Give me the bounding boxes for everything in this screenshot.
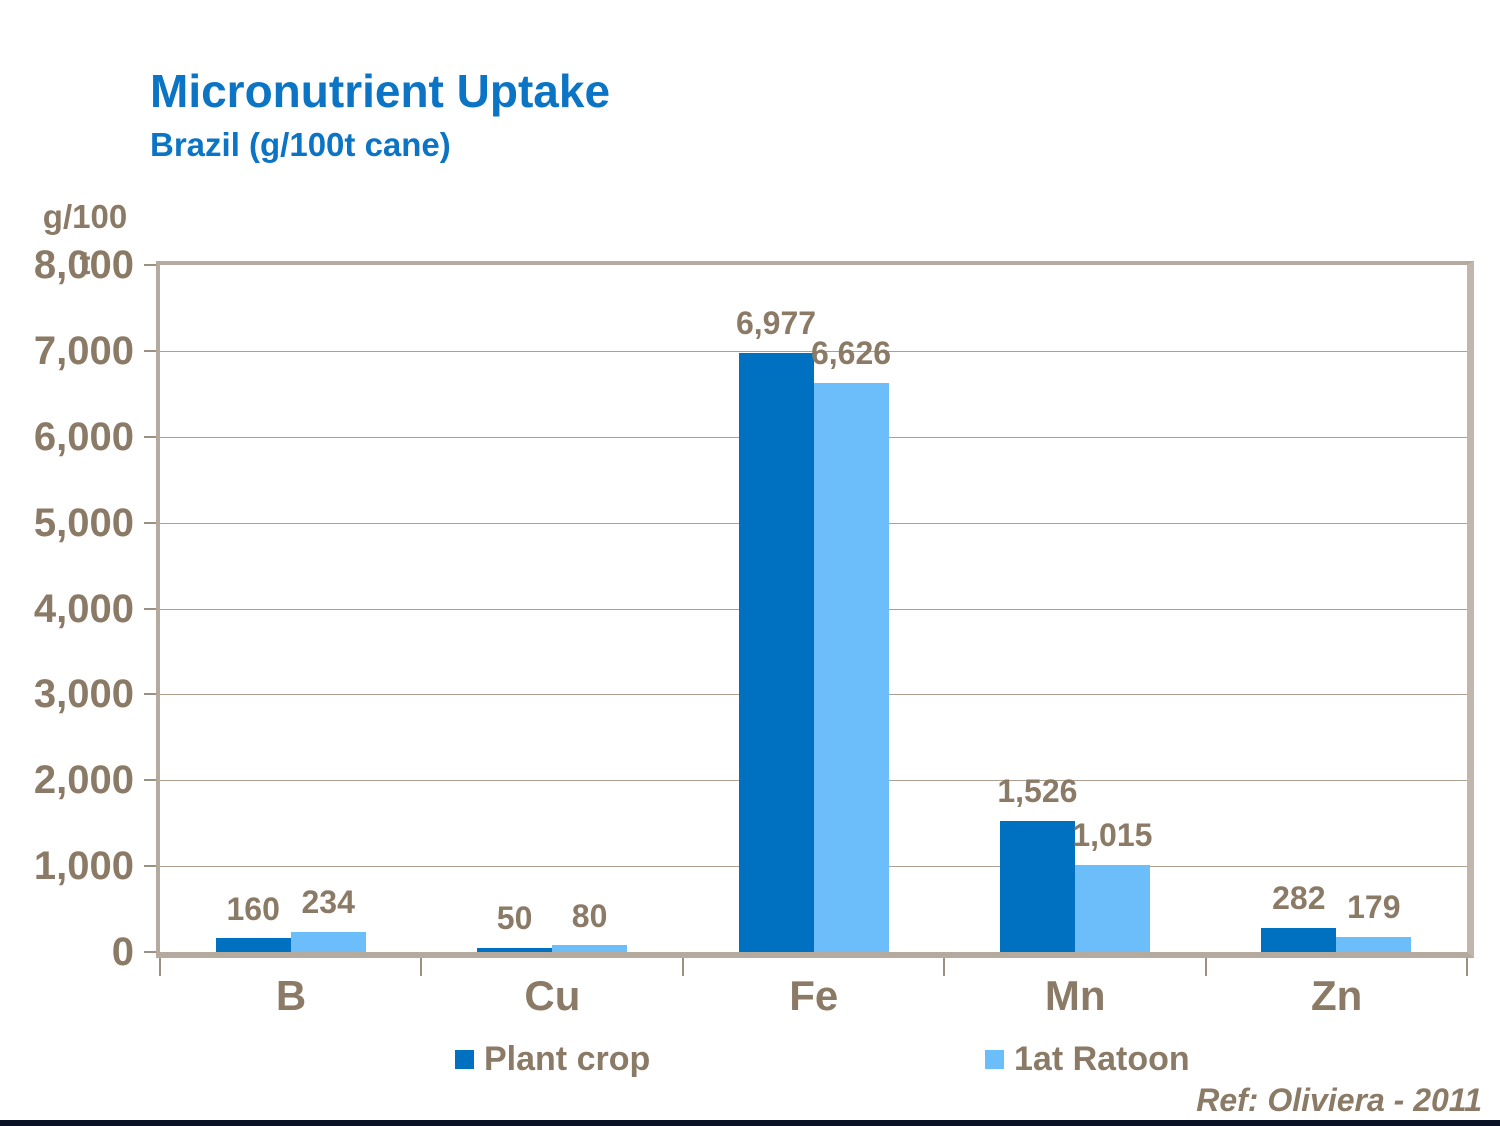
y-tick-label-2000: 2,000 — [33, 758, 134, 803]
x-axis-tick — [1204, 956, 1207, 976]
category-label-Mn: Mn — [1044, 972, 1106, 1019]
y-axis-tick — [144, 435, 159, 438]
y-axis-tick — [144, 349, 159, 352]
bar-plant-crop-Cu — [477, 947, 553, 952]
value-label-1at-ratoon-Cu: 80 — [571, 897, 608, 934]
x-axis-tick — [159, 956, 161, 976]
y-axis-tick — [144, 607, 159, 610]
legend-item-ratoon: 1at Ratoon — [985, 1040, 1190, 1079]
value-label-1at-ratoon-Mn: 1,015 — [1072, 817, 1153, 854]
y-tick-label-6000: 6,000 — [33, 414, 134, 459]
y-axis-tick — [144, 521, 159, 524]
category-label-B: B — [275, 972, 307, 1019]
bar-1at-ratoon-Cu — [552, 945, 628, 952]
x-axis-tick — [943, 956, 946, 976]
bar-plant-crop-Zn — [1261, 927, 1337, 952]
chart-title: Micronutrient Uptake — [150, 65, 611, 117]
bar-plant-crop-Mn — [999, 820, 1075, 952]
y-tick-label-4000: 4,000 — [33, 586, 134, 631]
x-axis-tick — [1466, 956, 1468, 976]
y-tick-label-1000: 1,000 — [33, 844, 134, 889]
x-axis-tick — [420, 956, 423, 976]
y-tick-label-3000: 3,000 — [33, 672, 134, 717]
bar-1at-ratoon-Zn — [1336, 936, 1412, 952]
legend-label-ratoon: 1at Ratoon — [1014, 1040, 1190, 1078]
bar-1at-ratoon-B — [290, 931, 366, 952]
y-axis-tick — [144, 693, 159, 696]
y-axis-tick — [144, 779, 159, 782]
gridline-7000 — [160, 350, 1467, 352]
bar-1at-ratoon-Fe — [813, 383, 889, 952]
legend-item-plant-crop: Plant crop — [455, 1040, 650, 1079]
bar-plant-crop-Fe — [738, 352, 814, 952]
x-axis-tick — [681, 956, 684, 976]
value-label-plant-crop-Zn: 282 — [1272, 880, 1326, 917]
chart-subtitle: Brazil (g/100t cane) — [150, 126, 451, 163]
y-tick-label-0: 0 — [111, 930, 134, 974]
legend-swatch-plant-crop — [455, 1050, 474, 1069]
category-label-Zn: Zn — [1310, 972, 1363, 1019]
y-tick-label-5000: 5,000 — [33, 500, 134, 545]
legend-label-plant-crop: Plant crop — [484, 1040, 651, 1078]
y-axis-tick — [144, 865, 159, 868]
value-label-1at-ratoon-Fe: 6,626 — [810, 335, 892, 372]
y-axis-title-line2: t — [79, 244, 91, 281]
bar-plant-crop-B — [215, 938, 291, 952]
reference-note: Ref: Oliviera - 2011 — [1196, 1082, 1482, 1118]
category-label-Cu: Cu — [524, 972, 581, 1019]
value-label-1at-ratoon-Zn: 179 — [1347, 889, 1401, 926]
y-axis-title: g/100 t — [30, 194, 140, 286]
legend-swatch-ratoon — [985, 1050, 1004, 1069]
y-axis-title-line1: g/100 — [42, 198, 128, 235]
plot-area: 160 50 6,977 1,526 282 234 80 6,626 1,015 179 — [156, 261, 1474, 958]
y-axis-tick — [144, 951, 159, 953]
bar-1at-ratoon-Mn — [1074, 864, 1150, 952]
y-axis-tick — [144, 264, 159, 266]
value-label-1at-ratoon-B: 234 — [301, 884, 355, 921]
value-label-plant-crop-Mn: 1,526 — [997, 773, 1078, 810]
value-label-plant-crop-B: 160 — [226, 890, 280, 927]
category-label-Fe: Fe — [789, 972, 839, 1019]
y-tick-label-7000: 7,000 — [33, 328, 134, 373]
value-label-plant-crop-Fe: 6,977 — [735, 305, 817, 342]
y-tick-label-8000: 8,000 — [33, 243, 134, 287]
value-label-plant-crop-Cu: 50 — [496, 900, 533, 937]
bottom-accent-bar — [0, 1120, 1500, 1126]
